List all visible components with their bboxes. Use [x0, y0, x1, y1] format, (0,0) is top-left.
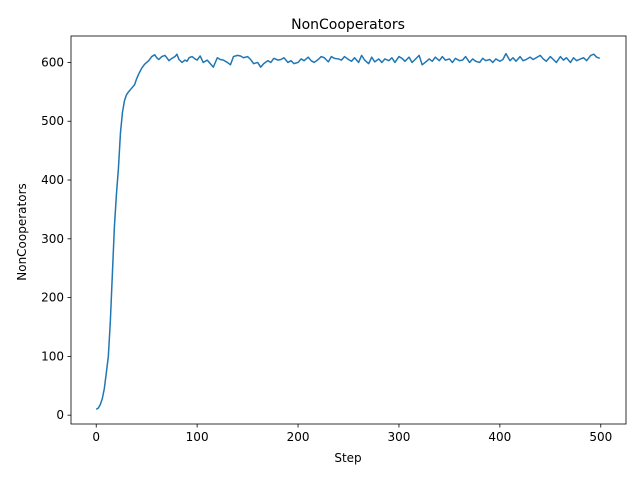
axis-ticks: 0 100 200 300 400 500 0 100 200 300 400 500 600 — [41, 55, 612, 444]
x-tick-label: 100 — [186, 430, 209, 444]
y-axis-label: NonCooperators — [15, 183, 29, 281]
x-tick-label: 400 — [488, 430, 511, 444]
x-tick-label: 300 — [388, 430, 411, 444]
x-tick-label: 0 — [92, 430, 100, 444]
y-tick-label: 100 — [41, 349, 64, 363]
series-line-0 — [95, 52, 601, 410]
x-tick-label: 500 — [589, 430, 612, 444]
plot-frame — [70, 35, 627, 425]
y-tick-label: 300 — [41, 232, 64, 246]
y-tick-label: 0 — [56, 408, 64, 422]
y-tick-label: 600 — [41, 55, 64, 69]
chart-title: NonCooperators — [291, 17, 405, 33]
plot-area — [70, 35, 627, 425]
y-tick-label: 200 — [41, 291, 64, 305]
y-tick-label: 500 — [41, 114, 64, 128]
y-tick-label: 400 — [41, 173, 64, 187]
x-tick-label: 200 — [287, 430, 310, 444]
x-axis-label: Step — [334, 451, 361, 465]
